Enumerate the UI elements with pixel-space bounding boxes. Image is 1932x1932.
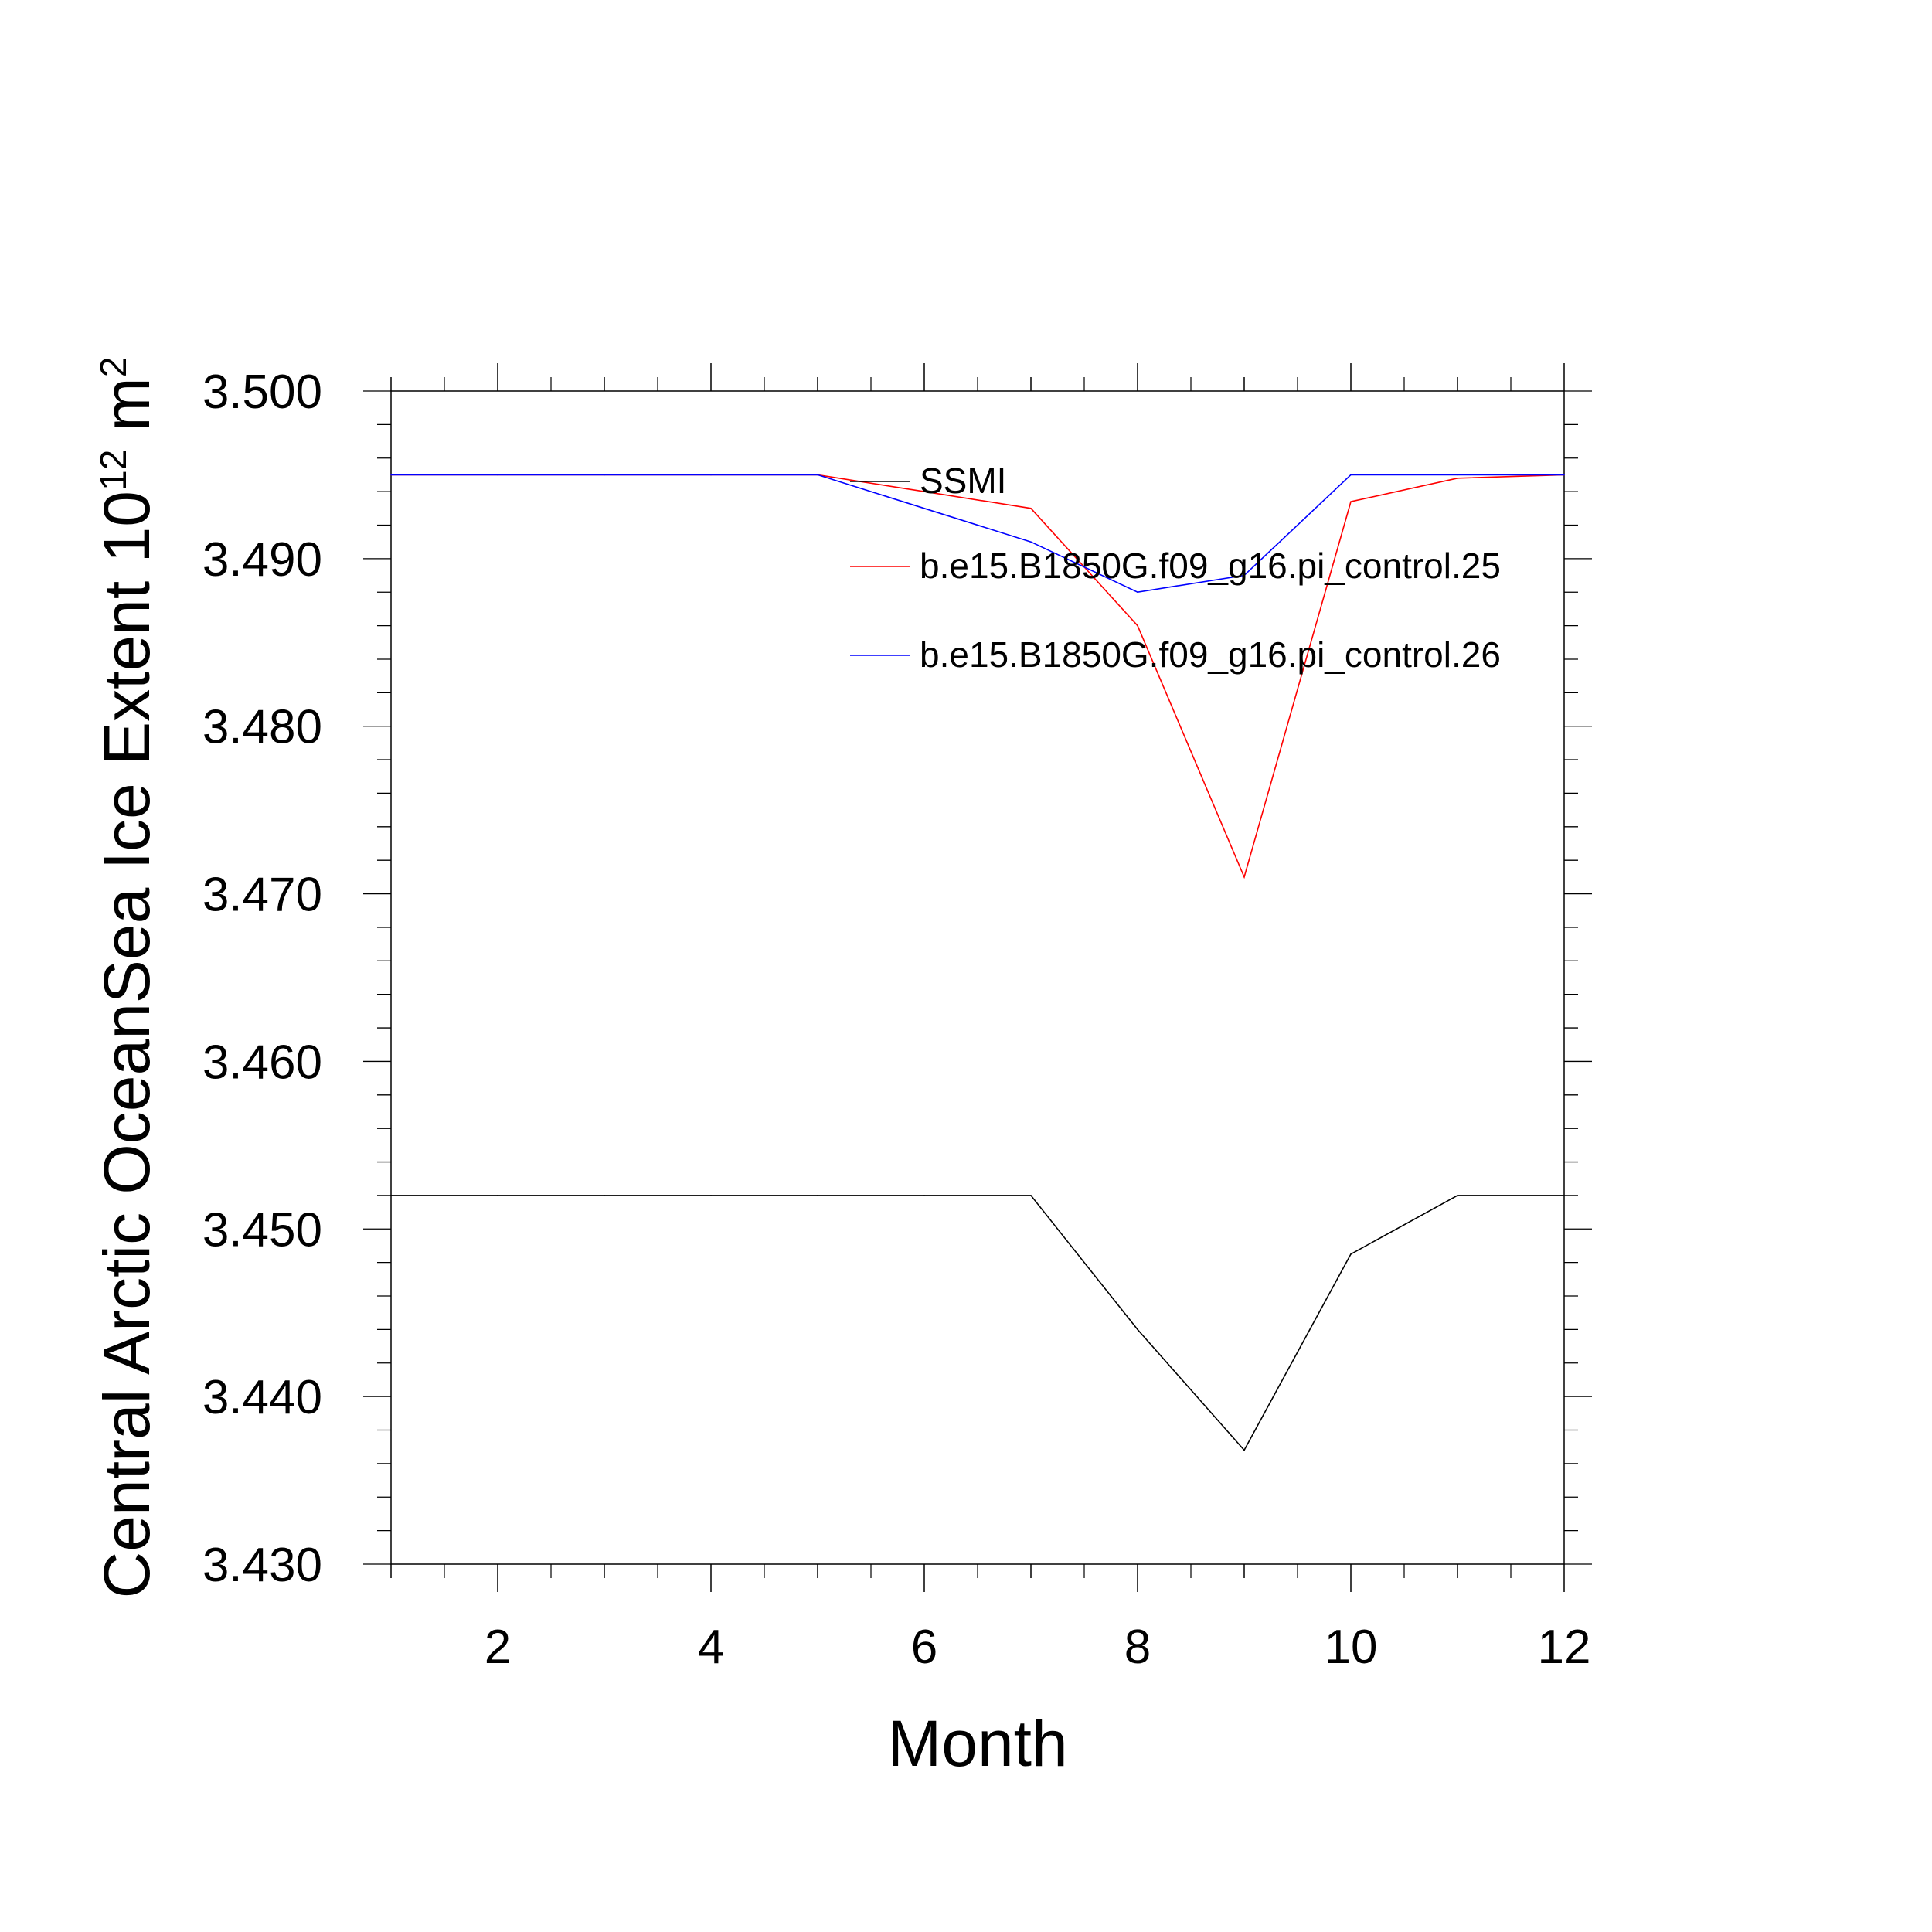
series-line-3 [391,474,1564,594]
data-point [1137,624,1138,627]
x-tick-label: 10 [1325,1621,1378,1674]
data-point [1350,501,1352,502]
data-point [1457,1195,1458,1196]
data-point [497,474,498,476]
data-point [1030,1195,1032,1196]
y-tick-label: 3.430 [202,1539,322,1592]
data-point [1030,508,1032,509]
x-tick-label: 6 [911,1621,937,1674]
legend-label: b.e15.B1850G.f09_g16.pi_control.25 [920,546,1501,586]
data-point [1563,474,1565,476]
y-axis-title: Central Arctic OceanSea Ice Extent 1012 … [90,357,163,1599]
data-point [1243,876,1245,878]
x-tick-label: 12 [1538,1621,1591,1674]
tick-labels: 2 4 6 8 10 12 3.430 3.440 3.450 3.460 3.470 3.480 3.… [202,366,1591,1674]
y-tick-label: 3.450 [202,1203,322,1257]
data-point [923,1195,925,1196]
data-point [1350,474,1352,476]
y-axis-title-unit: m [90,377,163,449]
data-point [1030,541,1032,543]
data-point [923,508,925,509]
data-point [1137,591,1138,594]
data-point [1563,1195,1565,1196]
series-lines [390,474,1565,1451]
series-line-2 [391,474,1565,879]
y-axis-title-unit-exponent: 2 [94,357,134,378]
x-tick-label: 2 [485,1621,511,1674]
series-line-1 [391,1195,1564,1451]
data-point [710,474,712,476]
data-point [1457,477,1458,479]
data-point [390,1195,392,1196]
data-point [1243,1449,1245,1451]
x-axis-title: Month [887,1707,1067,1780]
y-axis-title-exponent: 12 [94,450,134,491]
x-tick-label: 4 [698,1621,724,1674]
data-point [1457,474,1458,476]
legend-label: b.e15.B1850G.f09_g16.pi_control.26 [920,634,1501,675]
axis-ticks [363,363,1592,1592]
data-point [710,1195,712,1196]
data-point [604,1195,605,1196]
legend-label: SSMI [920,461,1006,501]
y-tick-label: 3.490 [202,533,322,587]
data-point [604,474,605,476]
y-tick-label: 3.470 [202,869,322,922]
data-point [390,474,392,476]
data-point [497,1195,498,1196]
data-point [1350,1253,1352,1255]
y-tick-label: 3.460 [202,1036,322,1089]
data-point [817,1195,818,1196]
data-point [923,491,925,492]
data-point [1243,574,1245,577]
y-tick-label: 3.480 [202,701,322,754]
data-point [1137,1328,1138,1331]
legend: SSMI b.e15.B1850G.f09_g16.pi_control.25 b.… [850,461,1501,675]
y-axis-title-main: Central Arctic OceanSea Ice Extent 10 [90,491,163,1598]
y-tick-label: 3.500 [202,366,322,419]
y-tick-label: 3.440 [202,1371,322,1424]
data-point [817,474,818,476]
x-tick-label: 8 [1124,1621,1151,1674]
